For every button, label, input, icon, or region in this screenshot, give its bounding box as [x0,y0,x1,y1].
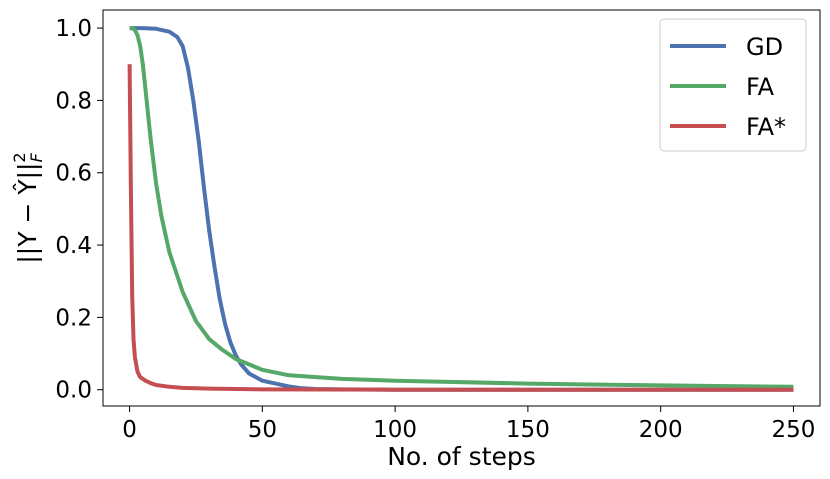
y-axis-label-subscript: F [27,152,46,162]
series-layer [127,26,794,392]
x-tick-label: 50 [248,417,277,443]
x-axis-label: No. of steps [387,442,536,471]
y-axis-label-main: ||Y − Ŷ|| [12,163,42,264]
y-tick-label: 0.4 [55,233,92,259]
x-tick-label: 100 [373,417,417,443]
y-tick-label: 0.6 [55,161,92,187]
legend-label: GD [746,33,783,61]
y-axis: 0.0 0.2 0.4 0.6 0.8 1.0 [55,16,103,404]
y-tick-label: 0.2 [55,305,92,331]
x-tick-label: 150 [506,417,550,443]
legend-box [659,18,807,152]
series-line-fa [129,26,794,389]
legend-label: FA [746,73,775,101]
y-tick-label: 0.0 [55,378,92,404]
series-line-fastar [127,64,794,392]
plot-frame [102,9,821,407]
legend-label: FA* [746,113,786,141]
y-tick-label: 1.0 [55,16,92,42]
x-tick-label: 250 [771,417,815,443]
x-tick-label: 0 [122,417,137,443]
legend: GD FA FA* [659,18,807,152]
y-axis-label-superscript: 2 [10,152,29,162]
x-tick-label: 200 [639,417,683,443]
y-axis-label: ||Y − Ŷ||2F [10,152,46,263]
x-axis: 0 50 100 150 200 250 [122,406,815,443]
y-tick-label: 0.8 [55,88,92,114]
